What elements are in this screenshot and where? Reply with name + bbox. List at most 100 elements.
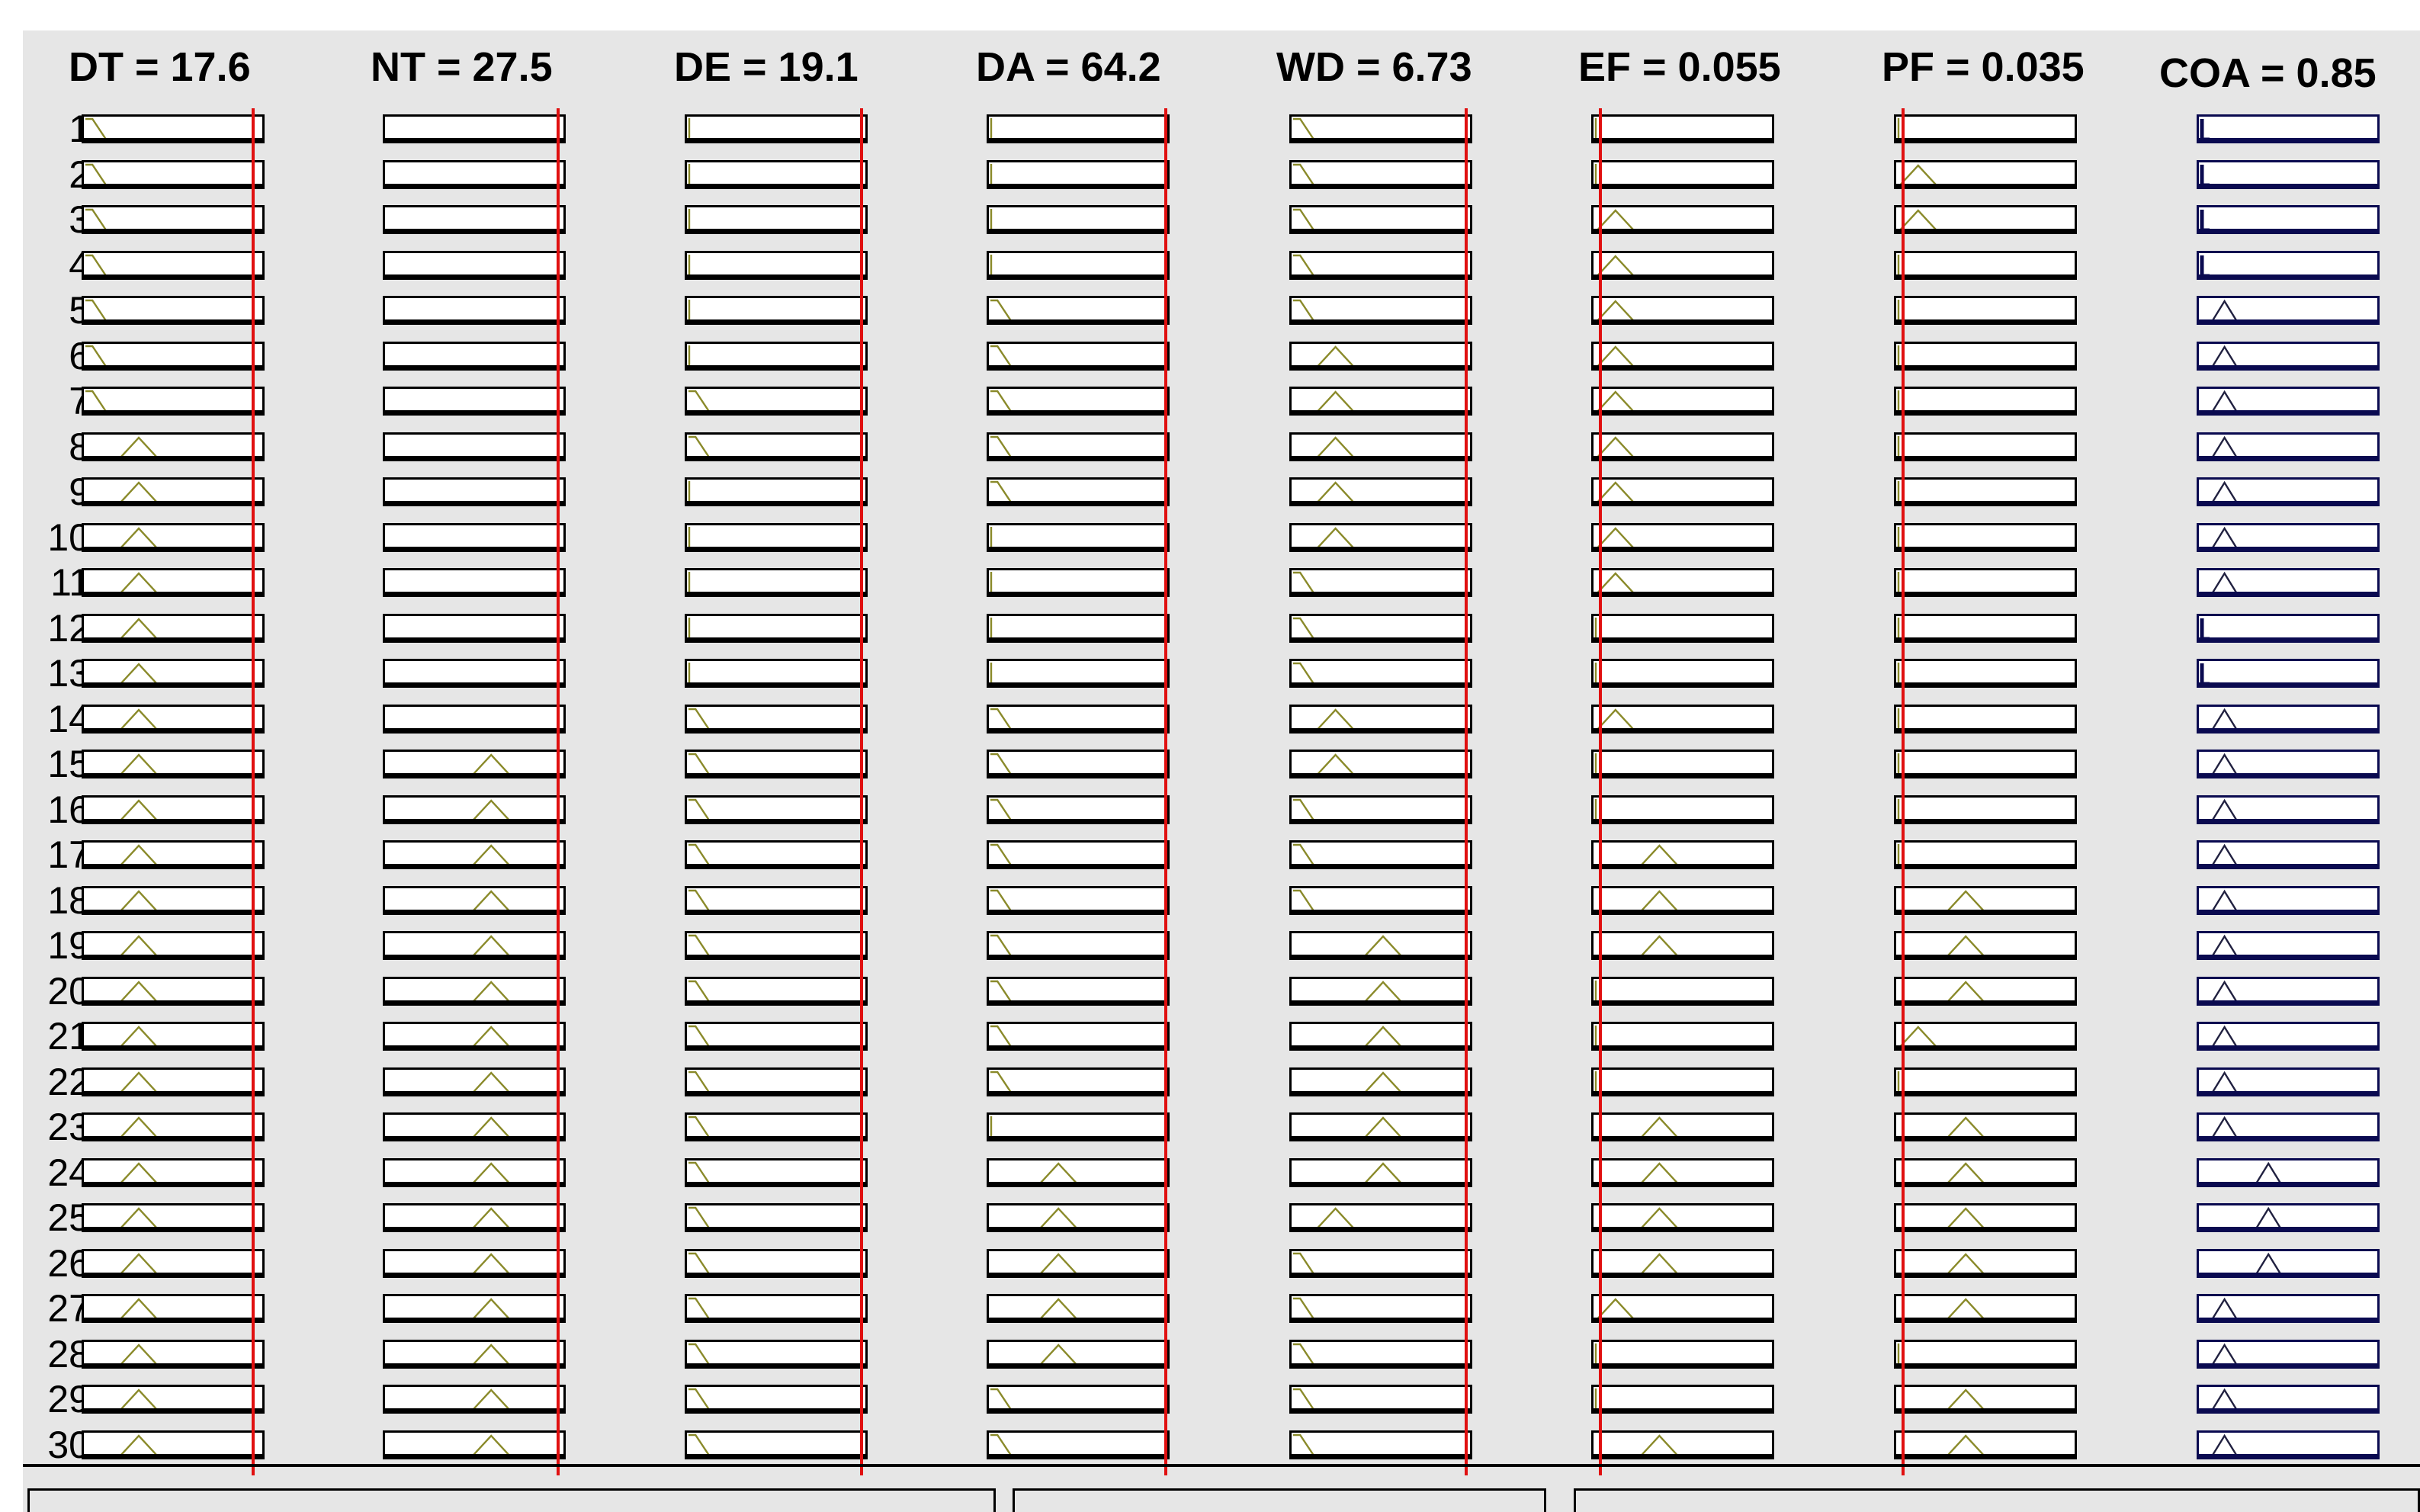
membership-plot-ef-rule-19[interactable] — [1591, 931, 1774, 960]
membership-plot-ef-rule-9[interactable] — [1591, 477, 1774, 506]
membership-plot-nt-rule-13[interactable] — [383, 659, 566, 688]
membership-plot-da-rule-27[interactable] — [987, 1294, 1170, 1323]
membership-plot-dt-rule-18[interactable] — [82, 885, 265, 915]
membership-plot-nt-rule-5[interactable] — [383, 296, 566, 325]
membership-plot-da-rule-8[interactable] — [987, 432, 1170, 461]
membership-plot-nt-rule-12[interactable] — [383, 613, 566, 643]
membership-plot-coa-rule-28[interactable] — [2197, 1339, 2380, 1369]
membership-plot-coa-rule-13[interactable] — [2197, 659, 2380, 688]
membership-plot-pf-rule-6[interactable] — [1894, 341, 2077, 371]
membership-plot-da-rule-17[interactable] — [987, 840, 1170, 869]
membership-plot-pf-rule-9[interactable] — [1894, 477, 2077, 506]
membership-plot-nt-rule-23[interactable] — [383, 1112, 566, 1141]
membership-plot-pf-rule-17[interactable] — [1894, 840, 2077, 869]
membership-plot-de-rule-2[interactable] — [685, 159, 868, 189]
membership-plot-pf-rule-13[interactable] — [1894, 659, 2077, 688]
membership-plot-de-rule-24[interactable] — [685, 1157, 868, 1187]
membership-plot-dt-rule-21[interactable] — [82, 1022, 265, 1051]
membership-plot-coa-rule-25[interactable] — [2197, 1203, 2380, 1232]
membership-plot-da-rule-26[interactable] — [987, 1248, 1170, 1278]
membership-plot-dt-rule-20[interactable] — [82, 976, 265, 1006]
membership-plot-ef-rule-8[interactable] — [1591, 432, 1774, 461]
membership-plot-pf-rule-29[interactable] — [1894, 1385, 2077, 1414]
membership-plot-ef-rule-12[interactable] — [1591, 613, 1774, 643]
membership-plot-de-rule-30[interactable] — [685, 1430, 868, 1459]
membership-plot-dt-rule-1[interactable] — [82, 114, 265, 143]
membership-plot-pf-rule-27[interactable] — [1894, 1294, 2077, 1323]
membership-plot-dt-rule-29[interactable] — [82, 1385, 265, 1414]
input-value-indicator-pf[interactable] — [1901, 108, 1905, 1475]
membership-plot-ef-rule-2[interactable] — [1591, 159, 1774, 189]
membership-plot-wd-rule-30[interactable] — [1289, 1430, 1472, 1459]
membership-plot-coa-rule-17[interactable] — [2197, 840, 2380, 869]
membership-plot-da-rule-28[interactable] — [987, 1339, 1170, 1369]
membership-plot-da-rule-18[interactable] — [987, 885, 1170, 915]
membership-plot-pf-rule-25[interactable] — [1894, 1203, 2077, 1232]
membership-plot-da-rule-11[interactable] — [987, 568, 1170, 597]
membership-plot-de-rule-10[interactable] — [685, 522, 868, 552]
membership-plot-de-rule-16[interactable] — [685, 795, 868, 824]
membership-plot-wd-rule-11[interactable] — [1289, 568, 1472, 597]
membership-plot-da-rule-10[interactable] — [987, 522, 1170, 552]
membership-plot-de-rule-7[interactable] — [685, 387, 868, 416]
membership-plot-coa-rule-26[interactable] — [2197, 1248, 2380, 1278]
membership-plot-de-rule-9[interactable] — [685, 477, 868, 506]
membership-plot-da-rule-1[interactable] — [987, 114, 1170, 143]
membership-plot-coa-rule-23[interactable] — [2197, 1112, 2380, 1141]
membership-plot-dt-rule-22[interactable] — [82, 1067, 265, 1096]
membership-plot-ef-rule-6[interactable] — [1591, 341, 1774, 371]
membership-plot-coa-rule-12[interactable] — [2197, 613, 2380, 643]
membership-plot-wd-rule-24[interactable] — [1289, 1157, 1472, 1187]
membership-plot-dt-rule-17[interactable] — [82, 840, 265, 869]
membership-plot-coa-rule-16[interactable] — [2197, 795, 2380, 824]
membership-plot-de-rule-21[interactable] — [685, 1022, 868, 1051]
membership-plot-ef-rule-16[interactable] — [1591, 795, 1774, 824]
membership-plot-da-rule-30[interactable] — [987, 1430, 1170, 1459]
membership-plot-wd-rule-21[interactable] — [1289, 1022, 1472, 1051]
membership-plot-dt-rule-12[interactable] — [82, 613, 265, 643]
membership-plot-nt-rule-2[interactable] — [383, 159, 566, 189]
membership-plot-nt-rule-15[interactable] — [383, 750, 566, 778]
membership-plot-de-rule-8[interactable] — [685, 432, 868, 461]
membership-plot-ef-rule-3[interactable] — [1591, 205, 1774, 234]
membership-plot-da-rule-29[interactable] — [987, 1385, 1170, 1414]
membership-plot-ef-rule-22[interactable] — [1591, 1067, 1774, 1096]
membership-plot-pf-rule-5[interactable] — [1894, 296, 2077, 325]
membership-plot-wd-rule-2[interactable] — [1289, 159, 1472, 189]
membership-plot-pf-rule-26[interactable] — [1894, 1248, 2077, 1278]
membership-plot-ef-rule-11[interactable] — [1591, 568, 1774, 597]
membership-plot-nt-rule-9[interactable] — [383, 477, 566, 506]
membership-plot-da-rule-22[interactable] — [987, 1067, 1170, 1096]
membership-plot-pf-rule-12[interactable] — [1894, 613, 2077, 643]
membership-plot-de-rule-12[interactable] — [685, 613, 868, 643]
membership-plot-coa-rule-14[interactable] — [2197, 704, 2380, 734]
membership-plot-nt-rule-11[interactable] — [383, 568, 566, 597]
membership-plot-nt-rule-25[interactable] — [383, 1203, 566, 1232]
membership-plot-ef-rule-20[interactable] — [1591, 976, 1774, 1006]
membership-plot-de-rule-14[interactable] — [685, 704, 868, 734]
membership-plot-dt-rule-23[interactable] — [82, 1112, 265, 1141]
membership-plot-coa-rule-29[interactable] — [2197, 1385, 2380, 1414]
membership-plot-dt-rule-28[interactable] — [82, 1339, 265, 1369]
membership-plot-coa-rule-8[interactable] — [2197, 432, 2380, 461]
membership-plot-de-rule-20[interactable] — [685, 976, 868, 1006]
membership-plot-pf-rule-7[interactable] — [1894, 387, 2077, 416]
membership-plot-coa-rule-19[interactable] — [2197, 931, 2380, 960]
membership-plot-wd-rule-10[interactable] — [1289, 522, 1472, 552]
membership-plot-da-rule-13[interactable] — [987, 659, 1170, 688]
input-value-indicator-da[interactable] — [1163, 108, 1167, 1475]
membership-plot-wd-rule-19[interactable] — [1289, 931, 1472, 960]
membership-plot-ef-rule-4[interactable] — [1591, 250, 1774, 280]
membership-plot-ef-rule-25[interactable] — [1591, 1203, 1774, 1232]
membership-plot-da-rule-16[interactable] — [987, 795, 1170, 824]
membership-plot-coa-rule-5[interactable] — [2197, 296, 2380, 325]
membership-plot-dt-rule-24[interactable] — [82, 1157, 265, 1187]
membership-plot-nt-rule-26[interactable] — [383, 1248, 566, 1278]
membership-plot-dt-rule-30[interactable] — [82, 1430, 265, 1459]
membership-plot-pf-rule-20[interactable] — [1894, 976, 2077, 1006]
membership-plot-nt-rule-21[interactable] — [383, 1022, 566, 1051]
membership-plot-ef-rule-17[interactable] — [1591, 840, 1774, 869]
membership-plot-ef-rule-24[interactable] — [1591, 1157, 1774, 1187]
membership-plot-wd-rule-1[interactable] — [1289, 114, 1472, 143]
membership-plot-coa-rule-22[interactable] — [2197, 1067, 2380, 1096]
